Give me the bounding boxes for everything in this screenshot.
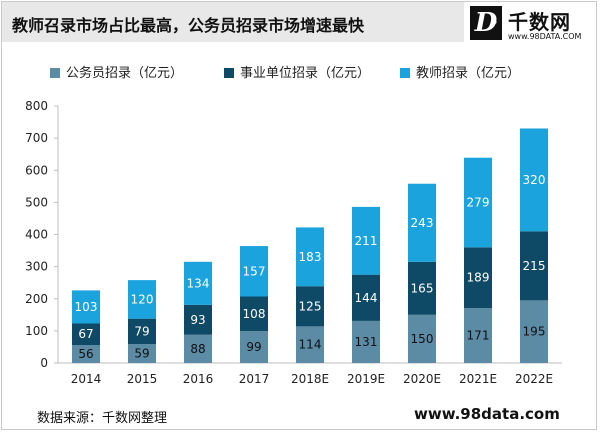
bar-segment bbox=[184, 261, 212, 305]
y-tick-label: 500 bbox=[25, 195, 48, 209]
bar-segment bbox=[128, 318, 156, 345]
logo-mark-superscript: 3 bbox=[491, 17, 498, 27]
data-label: 183 bbox=[299, 250, 322, 264]
bar-segment bbox=[464, 247, 492, 309]
legend-label-public-institution: 事业单位招录（亿元） bbox=[240, 66, 371, 81]
x-tick-label: 2020E bbox=[403, 372, 441, 386]
data-label: 279 bbox=[467, 196, 490, 210]
x-tick-label: 2019E bbox=[347, 372, 385, 386]
logo-mark-letter: D bbox=[474, 8, 498, 38]
title-bar: 教师召录市场占比最高，公务员招录市场增速最快 bbox=[2, 2, 464, 42]
bar-segment bbox=[72, 323, 100, 346]
bar-segment bbox=[520, 231, 548, 301]
data-label: 93 bbox=[190, 313, 205, 327]
data-label: 56 bbox=[78, 347, 93, 361]
bar-segment bbox=[408, 261, 436, 315]
legend-item-public-institution: 事业单位招录（亿元） bbox=[224, 62, 370, 81]
bar-segment bbox=[352, 274, 380, 321]
bar-segment bbox=[520, 300, 548, 363]
data-label: 144 bbox=[355, 291, 378, 305]
data-label: 103 bbox=[75, 300, 98, 314]
data-label: 67 bbox=[78, 327, 93, 341]
y-tick-label: 700 bbox=[25, 131, 48, 145]
bar-segment bbox=[240, 331, 268, 363]
y-tick-label: 200 bbox=[25, 292, 48, 306]
legend-label-teacher: 教师招录（亿元） bbox=[416, 66, 521, 81]
data-label: 320 bbox=[523, 173, 546, 187]
data-label: 120 bbox=[131, 292, 154, 306]
data-label: 134 bbox=[187, 276, 210, 290]
legend-item-civil-servant: 公务员招录（亿元） bbox=[50, 62, 183, 81]
brand-logo: D 3 千数网 www.98DATA.COM bbox=[470, 6, 596, 46]
y-tick-label: 400 bbox=[25, 228, 48, 242]
data-label: 189 bbox=[467, 271, 490, 285]
bar-segment bbox=[296, 326, 324, 363]
x-tick-label: 2014 bbox=[71, 372, 102, 386]
x-tick-label: 2021E bbox=[459, 372, 497, 386]
legend-item-teacher: 教师招录（亿元） bbox=[400, 62, 520, 81]
x-tick-label: 2015 bbox=[127, 372, 158, 386]
bar-segment bbox=[352, 206, 380, 275]
bar-segment bbox=[72, 290, 100, 324]
bar-segment bbox=[184, 304, 212, 335]
x-tick-label: 2016 bbox=[183, 372, 214, 386]
y-tick-label: 600 bbox=[25, 163, 48, 177]
data-label: 195 bbox=[523, 325, 546, 339]
chart-title: 教师召录市场占比最高，公务员招录市场增速最快 bbox=[12, 16, 365, 35]
bar-segment bbox=[296, 227, 324, 287]
bar-segment bbox=[128, 344, 156, 363]
bar-segment bbox=[464, 157, 492, 248]
bar-segment bbox=[296, 286, 324, 327]
data-label: 165 bbox=[411, 281, 434, 295]
data-label: 211 bbox=[355, 234, 378, 248]
data-label: 88 bbox=[190, 342, 205, 356]
x-tick-label: 2017 bbox=[239, 372, 270, 386]
legend-swatch-teacher bbox=[400, 68, 410, 78]
data-label: 114 bbox=[299, 338, 322, 352]
bar-segment bbox=[72, 345, 100, 363]
bar-segment bbox=[240, 296, 268, 332]
data-label: 157 bbox=[243, 264, 266, 278]
y-tick-label: 100 bbox=[25, 324, 48, 338]
logo-url: www.98DATA.COM bbox=[508, 32, 582, 41]
data-label: 59 bbox=[134, 347, 149, 361]
x-tick-label: 2018E bbox=[291, 372, 329, 386]
bar-segment bbox=[408, 314, 436, 363]
legend-label-civil-servant: 公务员招录（亿元） bbox=[66, 66, 184, 81]
data-label: 150 bbox=[411, 332, 434, 346]
y-tick-label: 0 bbox=[40, 356, 48, 370]
bar-segment bbox=[352, 320, 380, 363]
x-tick-label: 2022E bbox=[515, 372, 553, 386]
bar-segment bbox=[408, 183, 436, 262]
bar-segment bbox=[128, 280, 156, 319]
data-label: 125 bbox=[299, 299, 322, 313]
website-url: www.98data.com bbox=[414, 405, 560, 423]
data-source-note: 数据来源：千数网整理 bbox=[37, 411, 168, 426]
chart-legend: 公务员招录（亿元） 事业单位招录（亿元） 教师招录（亿元） bbox=[0, 62, 600, 82]
data-label: 79 bbox=[134, 324, 149, 338]
data-label: 131 bbox=[355, 335, 378, 349]
bar-segment bbox=[184, 334, 212, 363]
data-label: 108 bbox=[243, 307, 266, 321]
data-label: 171 bbox=[467, 329, 490, 343]
bar-segment bbox=[520, 128, 548, 232]
bar-segment bbox=[240, 246, 268, 297]
y-tick-label: 800 bbox=[25, 99, 48, 113]
bar-segment bbox=[464, 308, 492, 363]
data-label: 215 bbox=[523, 259, 546, 273]
legend-swatch-public-institution bbox=[224, 68, 234, 78]
logo-mark-icon: D 3 bbox=[470, 6, 502, 40]
data-label: 99 bbox=[246, 340, 261, 354]
y-tick-label: 300 bbox=[25, 260, 48, 274]
legend-swatch-civil-servant bbox=[50, 68, 60, 78]
data-label: 243 bbox=[411, 216, 434, 230]
logo-name: 千数网 bbox=[508, 10, 571, 34]
